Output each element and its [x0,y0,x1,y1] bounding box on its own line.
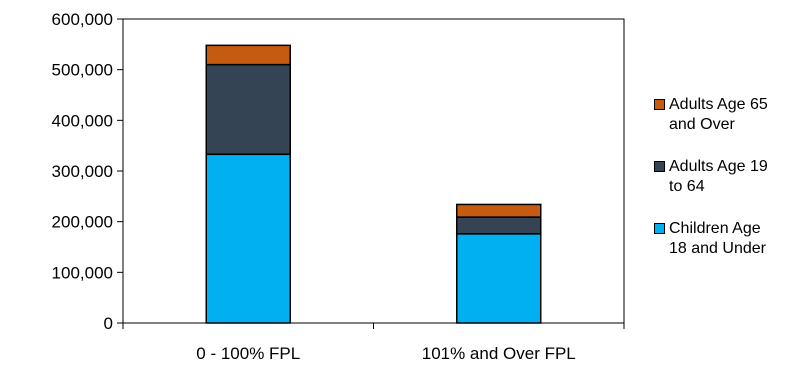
legend-label-line-2: and Over [669,116,735,133]
y-tick-label: 300,000 [52,162,113,181]
legend-label-line-1: Adults Age 19 [669,158,768,175]
legend-label-line-1: Adults Age 65 [669,96,768,113]
y-tick-label: 0 [104,314,113,333]
y-tick-labels: 0 100,000 200,000 300,000 400,000 500,000 600,… [52,10,113,333]
plot-frame [122,18,625,324]
legend-swatch-adults-19-64 [654,161,665,172]
axes-group [117,18,625,329]
bar-segment-1-1 [456,216,542,235]
bar-segment-0-1 [205,63,291,156]
y-tick-label: 400,000 [52,111,113,130]
y-tick-label: 500,000 [52,61,113,80]
y-tick-label: 200,000 [52,213,113,232]
legend-swatch-children-18-under [654,223,665,234]
legend-label-line-2: 18 and Under [669,240,766,257]
x-tick-label: 101% and Over FPL [422,344,576,363]
y-tick-label: 100,000 [52,263,113,282]
legend-item-adults-19-64: Adults Age 19 to 64 [651,157,805,197]
legend-label-line-2: to 64 [669,178,705,195]
bar-segment-0-0 [205,153,291,324]
legend-item-adults-65-over: Adults Age 65 and Over [651,95,805,135]
bar-segment-1-0 [456,233,542,324]
bar-segment-1-2 [456,203,542,218]
x-tick-label: 0 - 100% FPL [196,344,300,363]
x-tick-labels: 0 - 100% FPL 101% and Over FPL [196,344,575,363]
legend-item-children-18-under: Children Age 18 and Under [651,219,805,259]
legend-label-line-1: Children Age [669,220,761,237]
chart-legend: Adults Age 65 and Over Adults Age 19 to … [651,95,805,281]
y-tick-label: 600,000 [52,10,113,29]
legend-swatch-adults-65-over [654,99,665,110]
bars-group [205,44,542,324]
bar-segment-0-2 [205,44,291,66]
